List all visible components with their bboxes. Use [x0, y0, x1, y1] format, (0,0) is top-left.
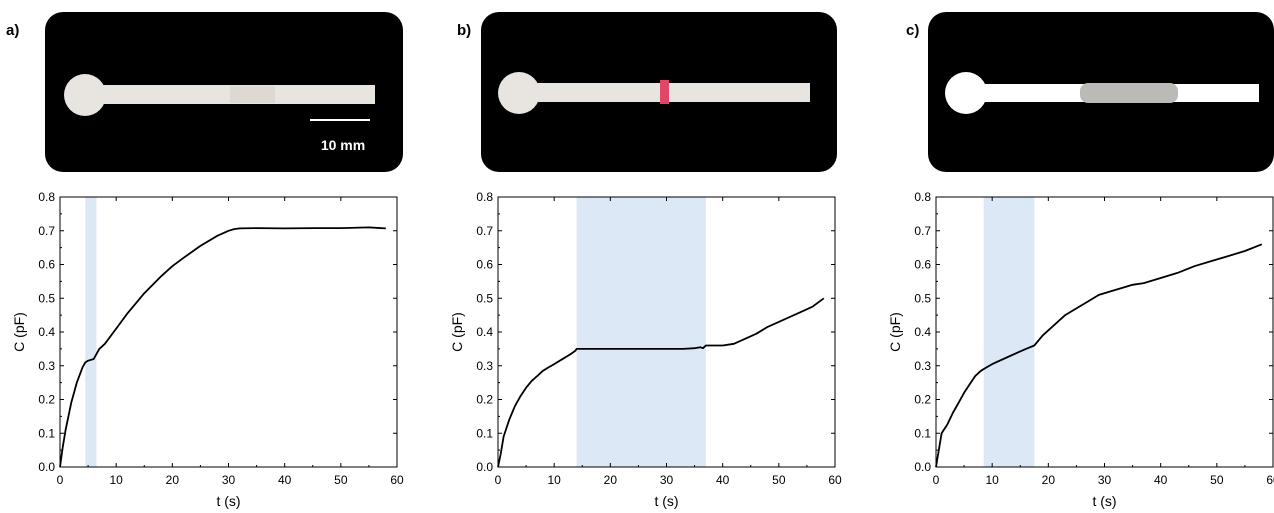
- x-axis-label: t (s): [216, 493, 240, 509]
- y-tick-label: 0.3: [476, 359, 493, 373]
- strip-photo: [481, 12, 837, 172]
- strip-gray-patch: [1080, 83, 1178, 103]
- x-tick-label: 40: [1154, 473, 1168, 487]
- x-tick-label: 50: [1210, 473, 1224, 487]
- strip-loading-pad: [945, 72, 987, 114]
- strip-loading-pad: [64, 74, 106, 116]
- panel-label: b): [457, 22, 472, 39]
- y-tick-label: 0.8: [914, 190, 931, 204]
- paper-strip-image: [945, 72, 1259, 114]
- strip-red-band: [660, 80, 669, 104]
- y-tick-label: 0.7: [476, 224, 493, 238]
- y-tick-label: 0.7: [38, 224, 55, 238]
- paper-strip-image: 10 mm: [64, 74, 375, 153]
- y-tick-label: 0.5: [476, 291, 493, 305]
- x-tick-label: 10: [109, 473, 123, 487]
- x-tick-label: 60: [390, 473, 404, 487]
- strip-loading-pad: [498, 72, 540, 114]
- x-axis-label: t (s): [654, 493, 678, 509]
- x-tick-label: 20: [604, 473, 618, 487]
- scale-bar-label: 10 mm: [321, 137, 365, 153]
- y-tick-label: 0.3: [38, 359, 55, 373]
- y-tick-label: 0.0: [38, 460, 55, 474]
- x-tick-label: 50: [772, 473, 786, 487]
- y-tick-label: 0.2: [476, 393, 493, 407]
- x-tick-label: 20: [1042, 473, 1056, 487]
- y-tick-label: 0.8: [38, 190, 55, 204]
- x-tick-label: 10: [547, 473, 561, 487]
- strip-channel: [534, 83, 810, 102]
- x-tick-label: 60: [1266, 473, 1274, 487]
- y-axis-label: C (pF): [449, 312, 465, 352]
- y-tick-label: 0.6: [476, 258, 493, 272]
- y-tick-label: 0.1: [914, 426, 931, 440]
- x-tick-label: 40: [716, 473, 730, 487]
- panel-a: a) 10 mm 0 10 20 30 40 50 60 0.0 0.1 0.2 0.3 0.4 0.5…: [0, 0, 420, 513]
- chart-c: 0 10 20 30 40 50 60 0.0 0.1 0.2 0.3 0.4 0.5 0.6 0.7 0.8…: [887, 190, 1274, 509]
- y-axis-label: C (pF): [887, 312, 903, 352]
- paper-strip-image: [498, 72, 810, 114]
- series-line: [497, 297, 825, 468]
- y-tick-label: 0.6: [914, 258, 931, 272]
- y-tick-label: 0.4: [476, 325, 493, 339]
- y-tick-label: 0.7: [914, 224, 931, 238]
- y-tick-label: 0.4: [914, 325, 931, 339]
- y-tick-label: 0.0: [914, 460, 931, 474]
- x-tick-label: 10: [985, 473, 999, 487]
- x-tick-label: 30: [222, 473, 236, 487]
- panel-b: b) 0 10 20 30 40 50 60 0.0 0.1 0.2 0.3 0.4 0.5 0.6 0.7…: [437, 0, 857, 513]
- highlight-region: [576, 197, 706, 467]
- y-tick-label: 0.0: [476, 460, 493, 474]
- strip-reagent-zone: [230, 86, 275, 103]
- x-tick-label: 30: [660, 473, 674, 487]
- x-tick-label: 0: [933, 473, 940, 487]
- y-tick-label: 0.5: [38, 291, 55, 305]
- chart-b: 0 10 20 30 40 50 60 0.0 0.1 0.2 0.3 0.4 0.5 0.6 0.7 0.8…: [449, 190, 842, 509]
- x-tick-label: 60: [828, 473, 842, 487]
- x-tick-label: 0: [57, 473, 64, 487]
- series-line: [935, 243, 1263, 468]
- series-line: [59, 226, 386, 468]
- x-tick-label: 0: [495, 473, 502, 487]
- panel-label: a): [6, 22, 20, 39]
- x-axis-label: t (s): [1092, 493, 1116, 509]
- y-axis-label: C (pF): [11, 312, 27, 352]
- x-tick-label: 30: [1098, 473, 1112, 487]
- y-tick-label: 0.1: [38, 426, 55, 440]
- x-tick-label: 20: [166, 473, 180, 487]
- x-tick-label: 40: [278, 473, 292, 487]
- plot-frame: [59, 196, 398, 468]
- highlight-region: [983, 197, 1035, 467]
- y-tick-label: 0.3: [914, 359, 931, 373]
- y-tick-label: 0.8: [476, 190, 493, 204]
- panel-label: c): [906, 22, 920, 39]
- panel-c: c) 0 10 20 30 40 50 60 0.0 0.1 0.2 0.3 0.4 0.5 0.6 0.7…: [874, 0, 1274, 513]
- x-tick-label: 50: [334, 473, 348, 487]
- y-tick-label: 0.2: [38, 393, 55, 407]
- y-tick-label: 0.4: [38, 325, 55, 339]
- strip-photo: 10 mm: [45, 12, 403, 172]
- y-tick-label: 0.6: [38, 258, 55, 272]
- highlight-region: [85, 197, 97, 467]
- y-tick-label: 0.1: [476, 426, 493, 440]
- y-tick-label: 0.2: [914, 393, 931, 407]
- chart-a: 0 10 20 30 40 50 60 0.0 0.1 0.2 0.3 0.4 0.5 0.6 0.7 0.8…: [11, 190, 404, 509]
- strip-photo: [928, 12, 1274, 172]
- y-tick-label: 0.5: [914, 291, 931, 305]
